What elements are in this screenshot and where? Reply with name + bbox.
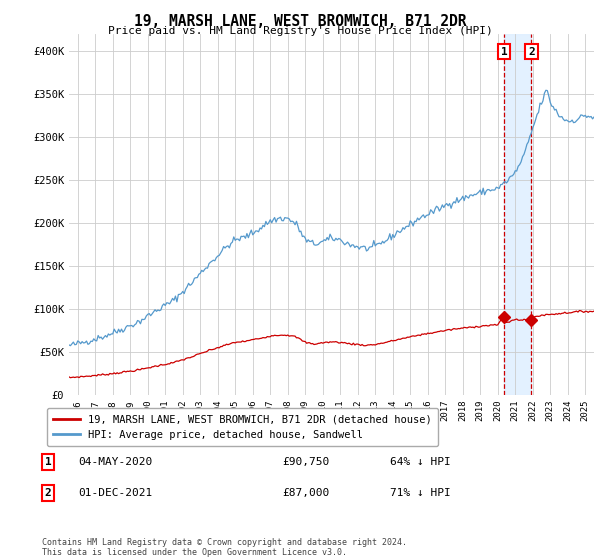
Text: 71% ↓ HPI: 71% ↓ HPI: [390, 488, 451, 498]
Text: 04-MAY-2020: 04-MAY-2020: [78, 457, 152, 467]
Legend: 19, MARSH LANE, WEST BROMWICH, B71 2DR (detached house), HPI: Average price, det: 19, MARSH LANE, WEST BROMWICH, B71 2DR (…: [47, 408, 438, 446]
Text: Price paid vs. HM Land Registry's House Price Index (HPI): Price paid vs. HM Land Registry's House …: [107, 26, 493, 36]
Text: Contains HM Land Registry data © Crown copyright and database right 2024.
This d: Contains HM Land Registry data © Crown c…: [42, 538, 407, 557]
Text: 2: 2: [44, 488, 52, 498]
Text: 64% ↓ HPI: 64% ↓ HPI: [390, 457, 451, 467]
Bar: [504, 34, 532, 395]
Text: £87,000: £87,000: [282, 488, 329, 498]
Text: 1: 1: [501, 46, 508, 57]
Text: 1: 1: [44, 457, 52, 467]
Text: 01-DEC-2021: 01-DEC-2021: [78, 488, 152, 498]
Text: 2: 2: [528, 46, 535, 57]
Text: £90,750: £90,750: [282, 457, 329, 467]
Text: 19, MARSH LANE, WEST BROMWICH, B71 2DR: 19, MARSH LANE, WEST BROMWICH, B71 2DR: [134, 14, 466, 29]
